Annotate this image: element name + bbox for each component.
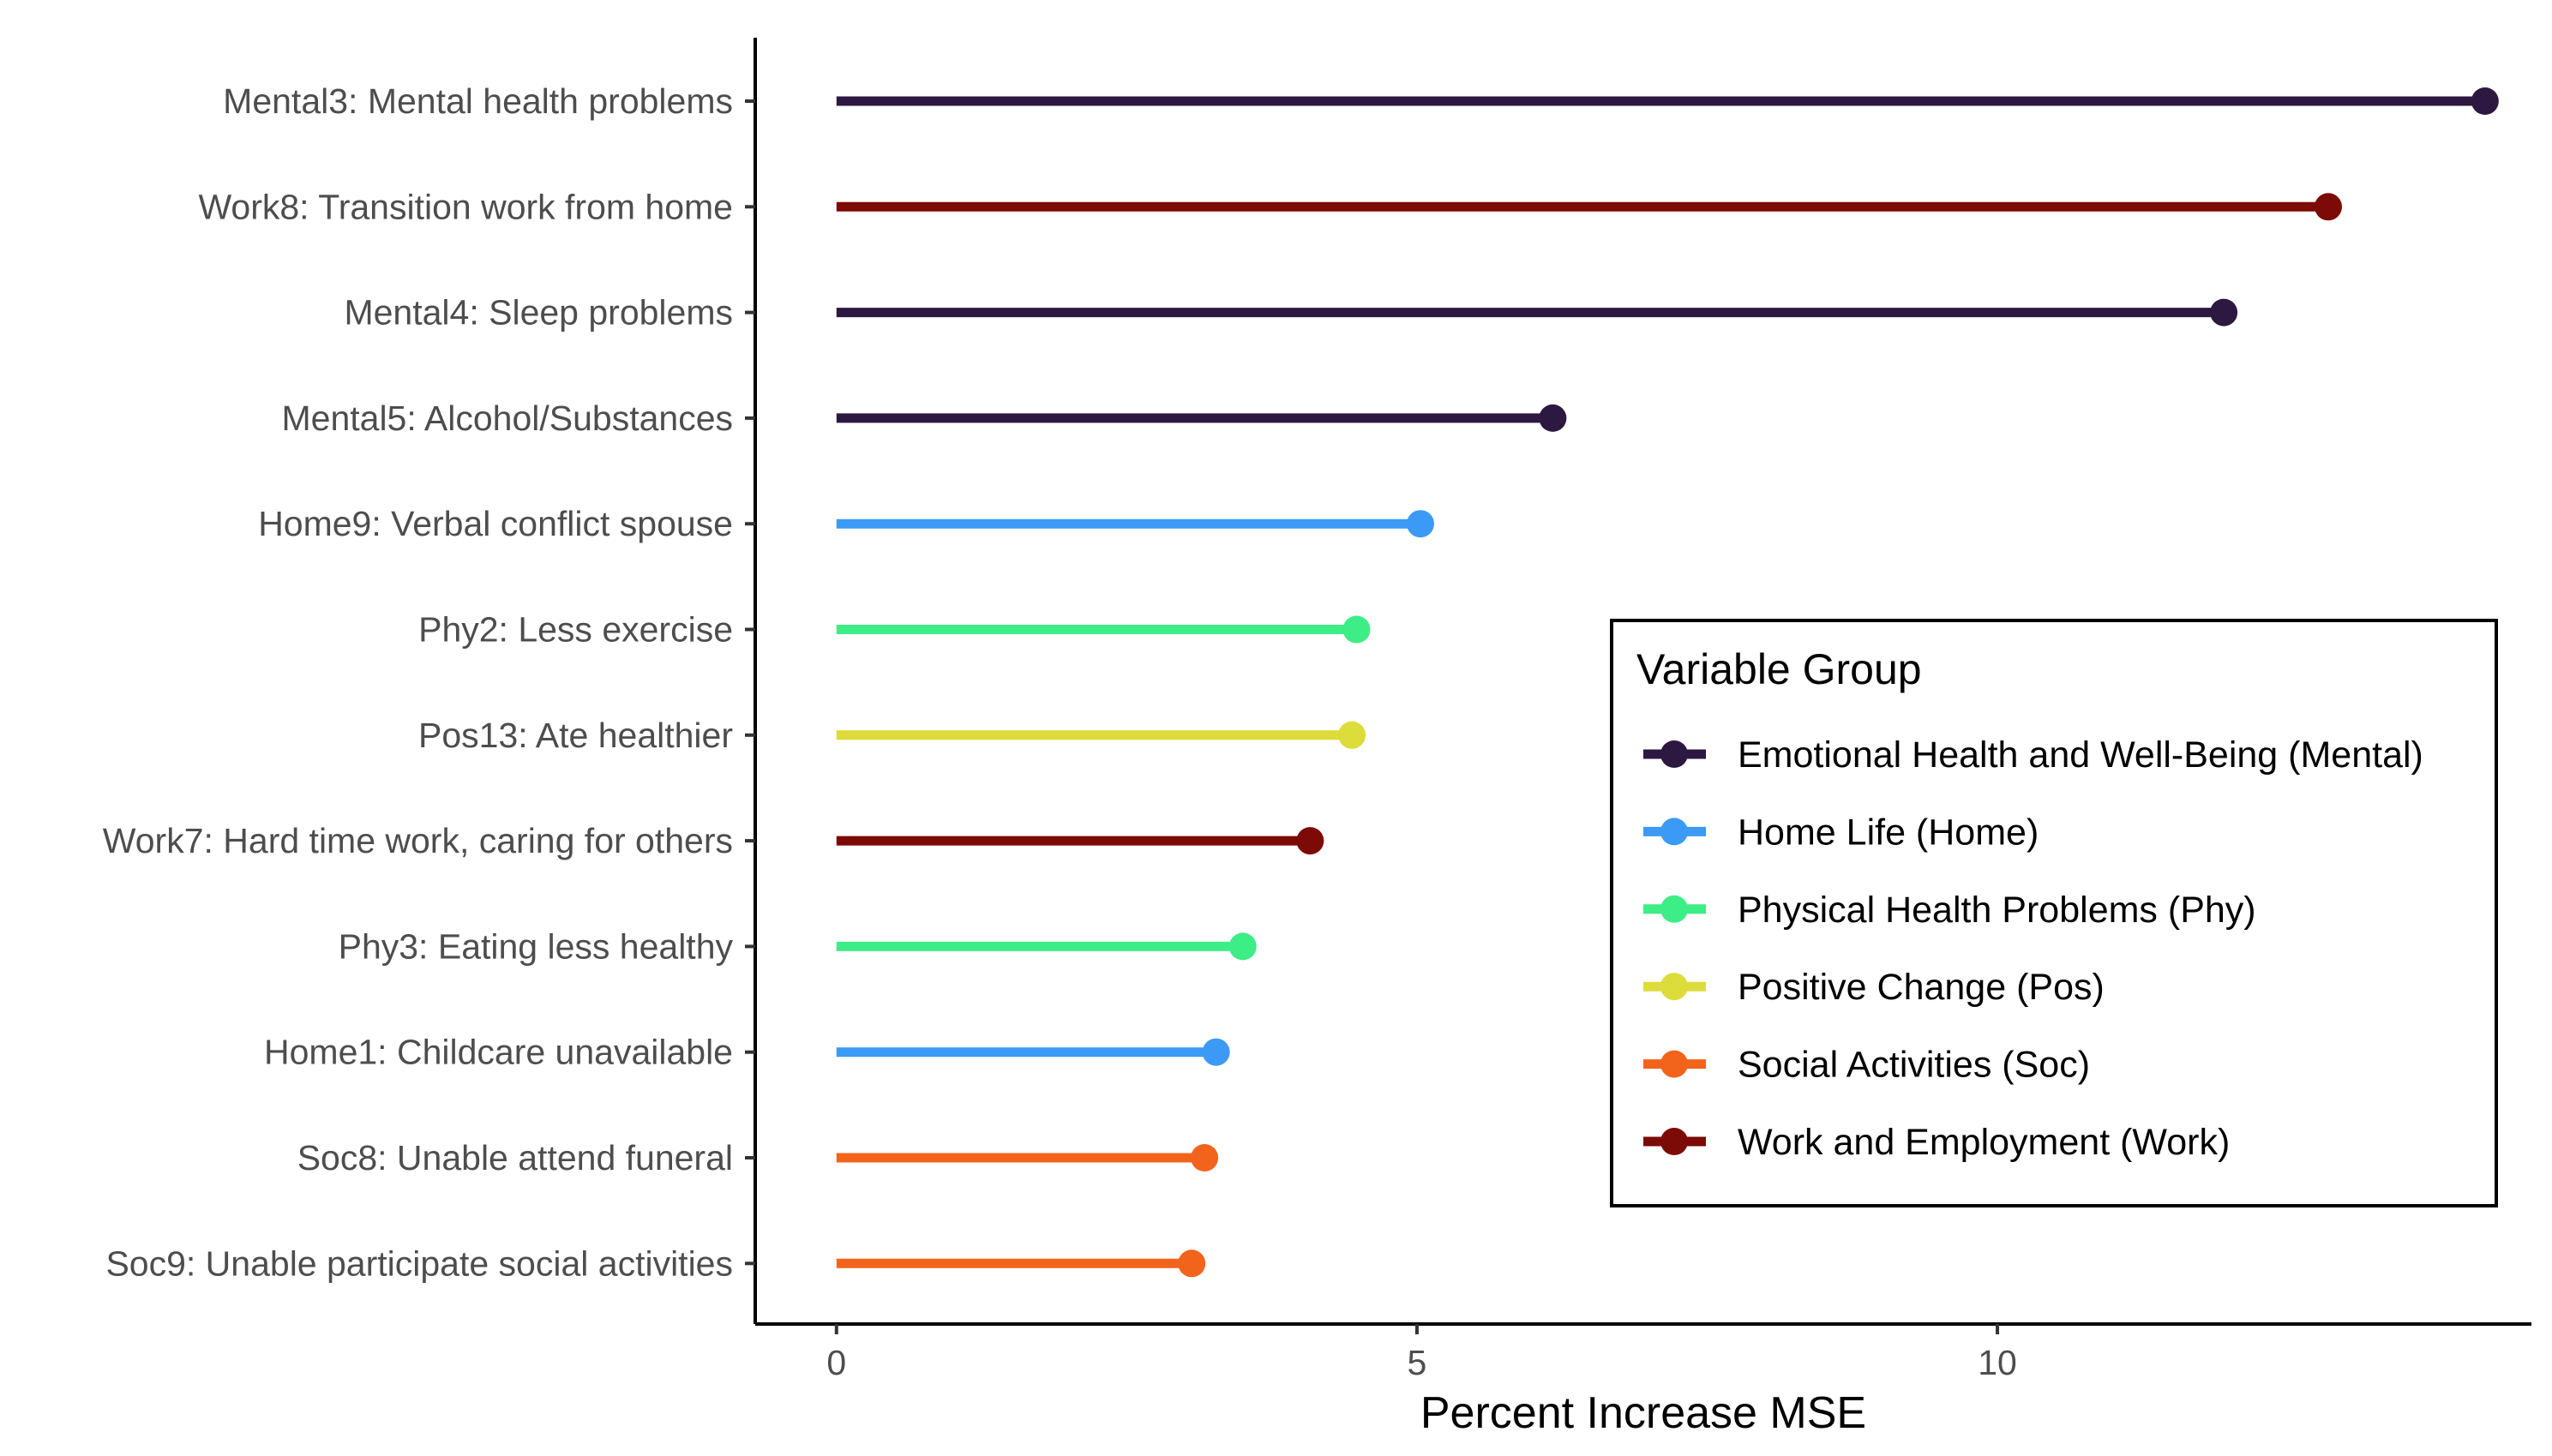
lollipop-point	[1406, 510, 1434, 538]
y-tick-label: Work8: Transition work from home	[198, 187, 733, 226]
axes: Mental3: Mental health problems Work8: Tr…	[103, 38, 2531, 1438]
y-tick-label: Soc9: Unable participate social activiti…	[105, 1243, 733, 1283]
y-tick-label: Soc8: Unable attend funeral	[297, 1138, 733, 1177]
legend-label: Social Activities (Soc)	[1738, 1045, 2090, 1086]
legend-key-point	[1660, 818, 1688, 846]
legend-label: Positive Change (Pos)	[1738, 967, 2105, 1008]
legend-label: Physical Health Problems (Phy)	[1738, 890, 2256, 931]
x-tick-label: 10	[1978, 1343, 2017, 1382]
lollipop-point	[1338, 721, 1366, 749]
y-tick-label: Home9: Verbal conflict spouse	[258, 504, 733, 543]
lollipop-point	[1228, 932, 1257, 961]
y-tick-label: Mental4: Sleep problems	[344, 293, 733, 333]
y-axis-ticks: Mental3: Mental health problems Work8: Tr…	[103, 81, 755, 1283]
legend-label: Home Life (Home)	[1738, 812, 2039, 853]
lollipop-point	[1539, 404, 1567, 432]
lollipop-point	[1191, 1144, 1219, 1171]
legend-label: Work and Employment (Work)	[1738, 1122, 2230, 1163]
y-tick-label: Home1: Childcare unavailable	[264, 1033, 733, 1072]
lollipop-point	[1178, 1249, 1206, 1278]
x-tick-label: 0	[826, 1343, 846, 1382]
y-tick-label: Mental3: Mental health problems	[223, 81, 733, 121]
y-tick-label: Mental5: Alcohol/Substances	[282, 398, 734, 438]
y-tick-label: Phy2: Less exercise	[418, 610, 733, 650]
legend-key-point	[1660, 740, 1688, 768]
legend-key-point	[1660, 1128, 1688, 1155]
legend-box	[1610, 619, 2498, 1207]
y-tick-label: Work7: Hard time work, caring for others	[103, 821, 733, 860]
legend-key-point	[1660, 973, 1688, 1001]
lollipop-point	[1296, 827, 1324, 855]
lollipop-point	[2210, 298, 2238, 327]
legend-key-point	[1660, 1050, 1688, 1078]
lollipop-point	[2471, 87, 2499, 115]
legend-entries: Emotional Health and Well-Being (Mental)…	[1643, 734, 2423, 1163]
x-tick-label: 5	[1408, 1343, 1427, 1382]
lollipop-point	[1202, 1038, 1230, 1066]
legend-label: Emotional Health and Well-Being (Mental)	[1738, 734, 2423, 776]
x-axis-title: Percent Increase MSE	[1420, 1388, 1866, 1438]
legend-key-point	[1660, 895, 1688, 923]
lollipop-point	[1342, 615, 1371, 644]
plot-area	[836, 87, 2499, 1278]
legend-title: Variable Group	[1636, 645, 1922, 693]
lollipop-point	[2315, 193, 2343, 221]
y-tick-label: Pos13: Ate healthier	[418, 716, 733, 755]
legend: Variable Group Emotional Health and Well…	[1610, 619, 2498, 1207]
y-tick-label: Phy3: Eating less healthy	[339, 926, 734, 966]
x-axis-ticks: 0 5 10	[826, 1324, 2017, 1382]
